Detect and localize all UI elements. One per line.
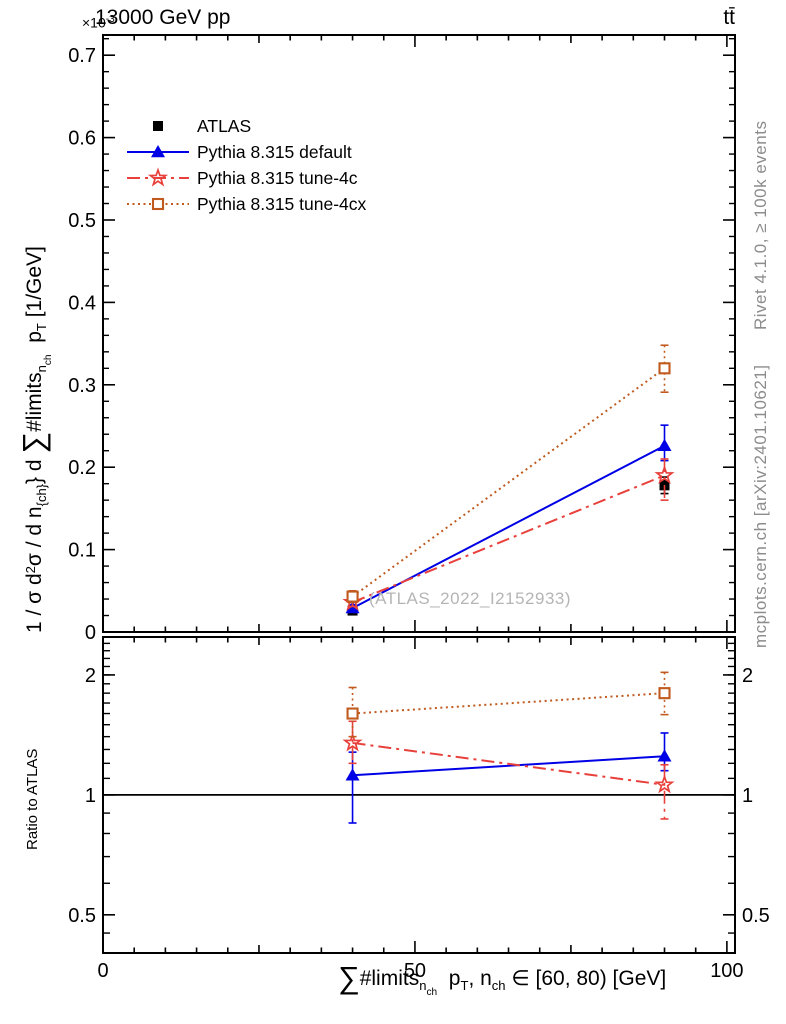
ratio-tick-label-left: 2 [85,665,96,687]
y-tick-label: 0.5 [68,210,96,232]
label-segment: ch [426,986,438,998]
ratio-tick-label-left: 1 [85,785,96,807]
label-segment: n [33,365,49,373]
ratio-line-pythia-8-315-tune-4cx [352,692,665,715]
marker-pythia-8-315-default [657,438,672,451]
legend-marker-pythia-8-315-tune-4cx [151,197,165,211]
label-segment: ∈ [60, 80) [GeV] [505,967,667,990]
legend-label-pythia-8-315-tune-4c: Pythia 8.315 tune-4c [197,168,358,188]
ratio-axis-label: Ratio to ATLAS [24,748,41,850]
y-tick-label: 0.6 [68,128,96,150]
marker-pythia-8-315-tune-4cx [346,590,359,603]
series-line-pythia-8-315-default [352,444,665,609]
legend-marker-atlas [153,121,163,131]
label-segment: [1/GeV] [23,246,46,324]
y-tick-label: 0.4 [68,292,96,314]
label-segment: #limits [23,372,46,432]
plot-title-process: tt̄ [723,6,735,29]
y-tick-label: 0 [85,622,96,644]
ratio-line-pythia-8-315-tune-4c [352,741,665,786]
ratio-line-pythia-8-315-default [352,755,665,777]
x-tick-label: 100 [710,960,743,982]
y-axis-label: 1 / σ d2σ / d n{ch}} d ∑#limitsnch pT [1… [14,246,54,633]
label-segment: p [23,331,46,355]
label-segment: p [437,967,461,990]
label-segment: n [419,977,427,993]
ratio-marker-pythia-8-315-default [657,749,672,762]
ratio-tick-label-right: 0.5 [742,905,770,927]
y-tick-label: 0.7 [68,45,96,67]
label-segment: ∑ [17,431,52,454]
label-segment: } d [23,453,46,484]
x-axis-label: ∑#limitsnch pT, nch ∈ [60, 80) [GeV] [338,958,667,998]
marker-pythia-8-315-tune-4cx [658,362,671,375]
series-line-pythia-8-315-tune-4c [352,474,665,604]
scale-prefix: ×10 [82,14,106,31]
y-tick-label: 0.1 [68,540,96,562]
y-tick-label: 0.3 [68,375,96,397]
x-tick-label: 50 [404,960,426,982]
ratio-marker-pythia-8-315-default [345,768,360,781]
legend-marker-pythia-8-315-default [151,145,165,158]
ratio-tick-label-right: 1 [742,785,753,807]
x-tick-label: 0 [97,960,108,982]
plot-title-energy: 13000 GeV pp [95,6,231,29]
label-segment: #limits [359,967,420,990]
legend-label-pythia-8-315-tune-4cx: Pythia 8.315 tune-4cx [197,194,367,214]
label-segment: 1 / σ d [23,573,46,633]
label-segment: {ch} [33,483,49,507]
mcplots-reference-note: mcplots.cern.ch [arXiv:2401.10621] [751,364,770,648]
analysis-watermark: (ATLAS_2022_I2152933) [368,589,572,608]
legend-marker-pythia-8-315-tune-4c [147,167,169,187]
main-frame [102,34,736,633]
label-segment: ch [42,354,54,366]
label-segment: 2 [22,566,38,574]
y-axis-scale-exponent: ×10-3 [82,14,115,31]
y-tick-label: 0.2 [68,457,96,479]
label-segment: T [460,977,469,993]
label-segment: σ / d n [23,506,46,567]
ratio-marker-pythia-8-315-tune-4c [654,774,675,794]
label-segment: , n [468,967,492,990]
ratio-tick-label-left: 0.5 [68,905,96,927]
scale-exp: -3 [105,14,115,25]
legend-label-pythia-8-315-default: Pythia 8.315 default [197,142,352,162]
label-segment: T [33,323,49,332]
label-segment: ch [491,977,506,993]
legend-label-atlas: ATLAS [197,116,251,136]
ratio-marker-pythia-8-315-tune-4c [342,732,363,752]
series-line-pythia-8-315-tune-4cx [351,367,666,598]
rivet-version-note: Rivet 4.1.0, ≥ 100k events [751,120,770,330]
ratio-marker-pythia-8-315-tune-4cx [658,687,671,700]
ratio-tick-label-right: 2 [742,665,753,687]
marker-pythia-8-315-tune-4c [654,464,675,485]
ratio-marker-pythia-8-315-tune-4cx [346,707,359,720]
label-segment: ∑ [338,961,360,996]
